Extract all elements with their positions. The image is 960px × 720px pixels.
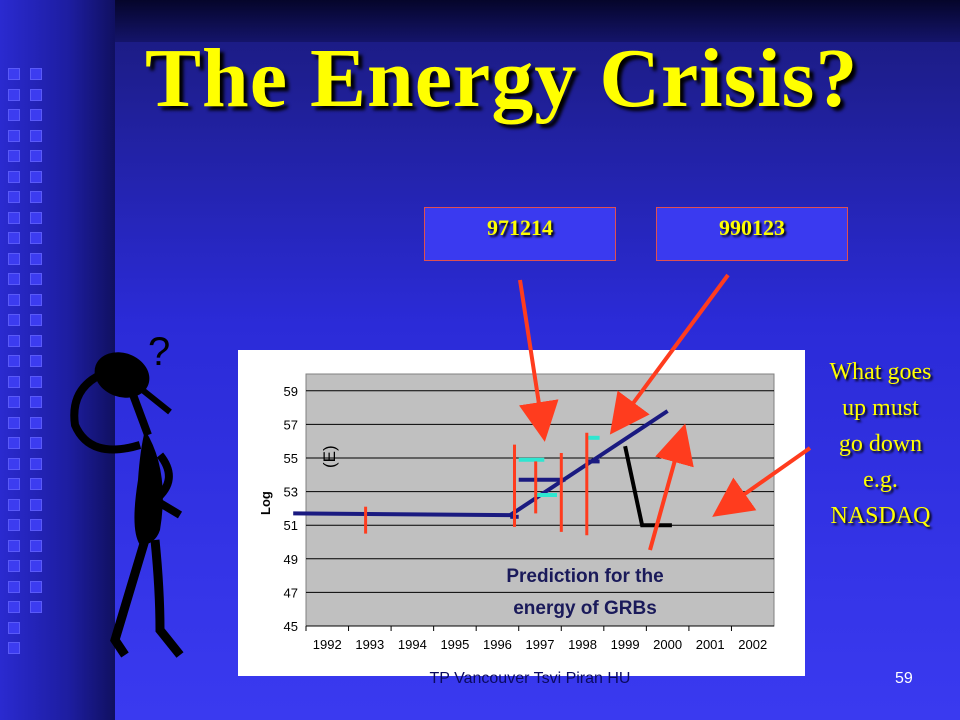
plot-area (305, 373, 775, 627)
sidebar-square (30, 355, 42, 367)
x-tick-label: 1992 (313, 637, 342, 652)
question-mark: ? (148, 330, 170, 374)
sidebar-square (8, 191, 20, 203)
sidebar-square (30, 150, 42, 162)
chart-svg: 59 57 55 53 51 49 47 45 1992 1993 1994 1995 1996 199… (258, 373, 775, 652)
sidebar-square (8, 211, 20, 224)
sidebar-square (8, 109, 20, 121)
sidebar-square (30, 293, 42, 306)
y-tick-label: 45 (284, 619, 298, 634)
nasdaq-note: What goes up must go down e.g. NASDAQ (808, 354, 953, 534)
sidebar-square (8, 457, 20, 470)
decorative-sidebar (0, 0, 115, 720)
note-line-1: What goes (829, 359, 932, 385)
sidebar-square (30, 211, 42, 224)
sidebar-square (8, 601, 20, 613)
sidebar-square (30, 416, 42, 429)
note-line-2: up must (842, 395, 919, 421)
x-tick-label: 1998 (568, 637, 597, 652)
prediction-label-line1: Prediction for the (506, 566, 663, 587)
sidebar-square (8, 334, 20, 347)
y-tick-label: 51 (284, 518, 298, 533)
sidebar-square (30, 334, 42, 347)
sidebar-square (30, 232, 42, 244)
prediction-label-line2: energy of GRBs (513, 598, 657, 619)
sidebar-square (30, 519, 42, 531)
sidebar-square (8, 129, 20, 142)
x-tick-label: 2002 (738, 637, 767, 652)
sidebar-square (30, 88, 42, 101)
energy-chart: 59 57 55 53 51 49 47 45 1992 1993 1994 1995 1996 199… (238, 350, 805, 676)
x-tick-label: 1997 (526, 637, 555, 652)
sidebar-square (30, 437, 42, 449)
sidebar-square (8, 293, 20, 306)
sidebar-square (30, 498, 42, 511)
sidebar-square (8, 560, 20, 572)
sidebar-square (8, 396, 20, 408)
sidebar-square (8, 478, 20, 490)
x-tick-label: 1995 (440, 637, 469, 652)
sidebar-square (30, 375, 42, 388)
sidebar-square (8, 437, 20, 449)
sidebar-square (8, 273, 20, 285)
sidebar-square (30, 457, 42, 470)
sidebar-square (8, 519, 20, 531)
sidebar-square (30, 478, 42, 490)
y-tick-label: 55 (284, 451, 298, 466)
x-tick-label: 2001 (696, 637, 725, 652)
slide-footer: TP Vancouver Tsvi Piran HU (429, 670, 631, 687)
sidebar-square (30, 601, 42, 613)
page-number: 59 (895, 670, 913, 687)
sidebar-square (30, 539, 42, 552)
x-tick-label: 1993 (355, 637, 384, 652)
sidebar-square (30, 396, 42, 408)
sidebar-square (8, 642, 20, 654)
x-tick-label: 1994 (398, 637, 427, 652)
sidebar-square (30, 252, 42, 265)
slide-title: The Energy Crisis? (145, 32, 859, 125)
sidebar-square (30, 314, 42, 326)
y-tick-label: 57 (284, 417, 298, 432)
y-tick-label: 59 (284, 384, 298, 399)
y-axis-label: Log (258, 491, 273, 515)
grb-971214-box: 971214 (424, 207, 616, 261)
sidebar-square (8, 150, 20, 162)
grb-990123-box: 990123 (656, 207, 848, 261)
sidebar-square (8, 232, 20, 244)
y-tick-label: 49 (284, 552, 298, 567)
sidebar-square (8, 252, 20, 265)
y-axis-extra-label: (E) (320, 445, 339, 468)
x-tick-label: 1996 (483, 637, 512, 652)
sidebar-square (8, 498, 20, 511)
sidebar-square (8, 621, 20, 634)
title-bar-background (115, 0, 960, 42)
sidebar-square (8, 539, 20, 552)
sidebar-square (30, 191, 42, 203)
sidebar-square (30, 170, 42, 183)
sidebar-square (30, 273, 42, 285)
sidebar-square (30, 560, 42, 572)
note-line-4: e.g. (863, 467, 898, 493)
sidebar-square (8, 88, 20, 101)
sidebar-square (30, 109, 42, 121)
sidebar-square (8, 314, 20, 326)
thinking-stick-figure: ? (70, 330, 184, 658)
sidebar-square (30, 68, 42, 80)
sidebar-square (30, 129, 42, 142)
sidebar-square (8, 416, 20, 429)
sidebar-square (8, 355, 20, 367)
note-line-5: NASDAQ (830, 503, 931, 529)
note-line-3: go down (838, 431, 923, 457)
sidebar-square (30, 580, 42, 593)
sidebar-square (8, 170, 20, 183)
y-tick-label: 53 (284, 485, 298, 500)
sidebar-square (8, 375, 20, 388)
x-tick-label: 1999 (611, 637, 640, 652)
sidebar-square (8, 68, 20, 80)
y-tick-label: 47 (284, 585, 298, 600)
x-tick-label: 2000 (653, 637, 682, 652)
sidebar-square (8, 580, 20, 593)
